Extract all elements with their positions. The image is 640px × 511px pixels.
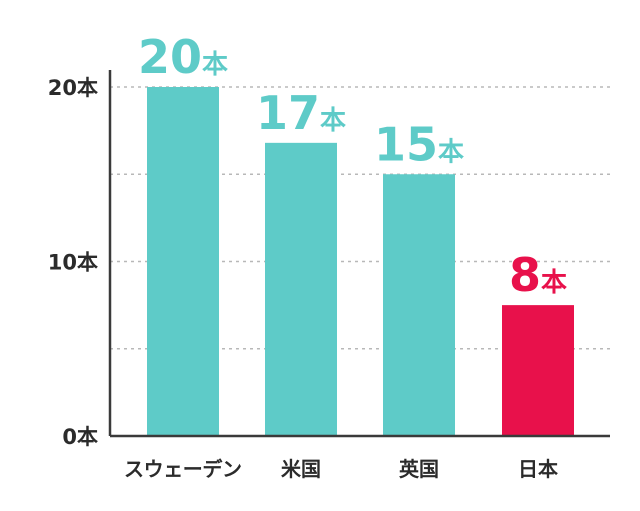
bar [383, 174, 455, 436]
data-label-number: 17 [256, 86, 320, 140]
bars [147, 87, 574, 436]
data-label-unit: 本 [438, 137, 464, 167]
category-label: 米国 [281, 457, 321, 481]
category-label: 英国 [399, 457, 439, 481]
axes [108, 70, 610, 438]
bar [502, 305, 574, 436]
bar [265, 142, 337, 436]
data-label-number: 8 [509, 248, 541, 302]
category-label: スウェーデン [124, 457, 242, 481]
category-label: 日本 [518, 457, 558, 481]
bar [147, 87, 219, 436]
y-tick-label: 10本 [48, 251, 98, 275]
data-label-unit: 本 [541, 268, 567, 298]
y-tick-labels: 0本 10本 20本 [48, 76, 98, 449]
data-label: 8本 [509, 248, 567, 302]
data-label-number: 15 [374, 117, 438, 171]
data-label: 17本 [256, 86, 346, 140]
data-label: 15本 [374, 117, 464, 171]
category-labels: スウェーデン 米国 英国 日本 [124, 457, 558, 481]
data-label-unit: 本 [320, 106, 346, 136]
data-label-number: 20 [138, 30, 202, 84]
y-tick-label: 20本 [48, 76, 98, 100]
data-label-unit: 本 [202, 50, 228, 80]
data-label: 20本 [138, 30, 228, 84]
y-tick-label: 0本 [62, 425, 98, 449]
